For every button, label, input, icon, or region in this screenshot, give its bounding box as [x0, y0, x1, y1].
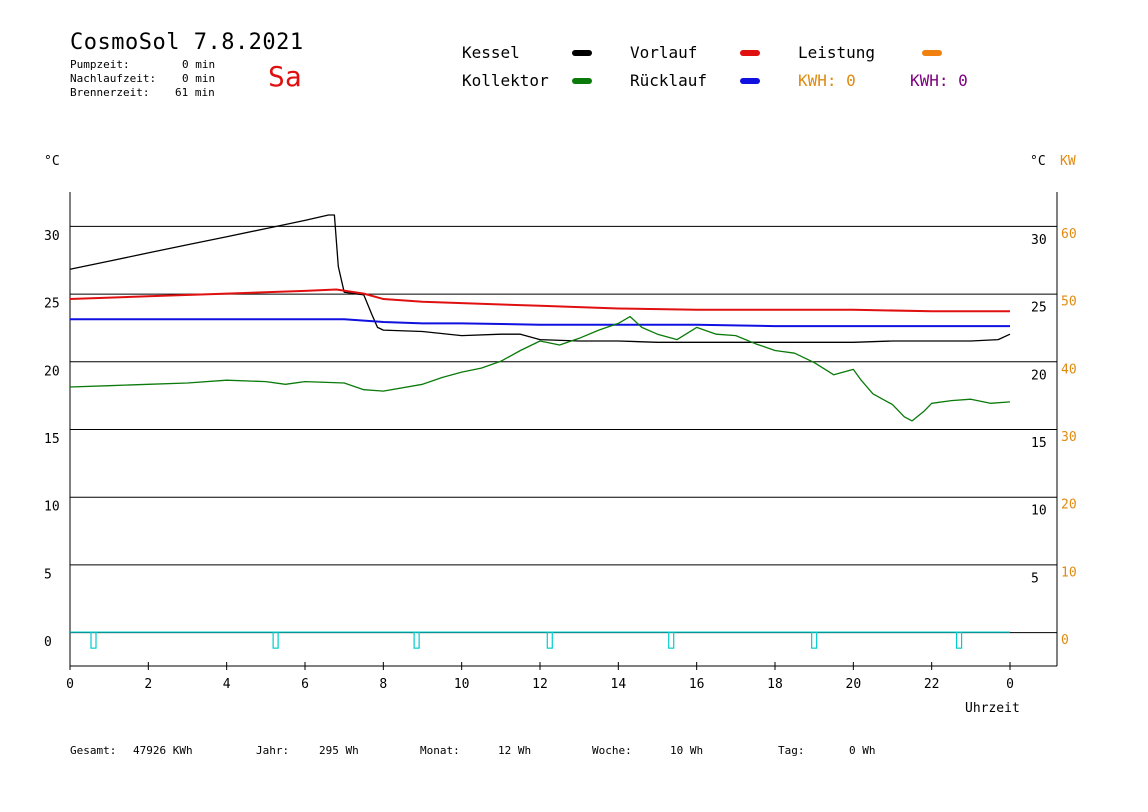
stat-value-nachlaufzeit: 0 min	[182, 72, 216, 85]
stat-value-brennerzeit: 61 min	[175, 86, 215, 99]
footer-tag-value: 0 Wh	[849, 744, 876, 757]
x-axis-label: Uhrzeit	[965, 701, 1020, 716]
x-tick-label: 16	[689, 677, 705, 692]
footer-jahr-label: Jahr:	[256, 744, 290, 757]
footer-monat-label: Monat:	[420, 744, 460, 757]
legend-swatch-kollektor	[572, 78, 592, 84]
x-tick-label: 12	[532, 677, 548, 692]
y-right2-unit: KW	[1060, 154, 1076, 169]
footer-jahr-value: 295 Wh	[319, 744, 359, 757]
x-tick-label: 4	[223, 677, 231, 692]
legend-swatch-leistung	[922, 50, 942, 56]
x-tick-label: 0	[1006, 677, 1014, 692]
y-left-tick-label: 20	[44, 364, 60, 379]
stat-label-brennerzeit: Brennerzeit:	[70, 86, 150, 99]
x-tick-label: 20	[846, 677, 862, 692]
y-left-tick-label: 0	[44, 635, 52, 650]
y-right-tick-label: 30	[1031, 233, 1047, 248]
leistung-marker	[272, 631, 279, 649]
y-right-unit: °C	[1030, 154, 1046, 169]
y-right-tick-label: 5	[1031, 571, 1039, 586]
y-right-tick-label: 10	[1031, 504, 1047, 519]
x-tick-label: 0	[66, 677, 74, 692]
y-left-tick-label: 15	[44, 432, 60, 447]
leistung-marker	[90, 631, 97, 649]
y-right-tick-label: 20	[1031, 368, 1047, 383]
x-tick-label: 2	[144, 677, 152, 692]
series-line-kessel	[69, 214, 1011, 343]
footer-woche-label: Woche:	[592, 744, 632, 757]
x-tick-label: 18	[767, 677, 783, 692]
legend-swatch-kessel	[572, 50, 592, 56]
stat-value-pumpzeit: 0 min	[182, 58, 216, 71]
legend-swatch-vorlauf	[740, 50, 760, 56]
leistung-marker	[955, 631, 963, 649]
y-right2-tick-label: 50	[1061, 295, 1077, 310]
legend-label-kollektor: Kollektor	[462, 71, 549, 90]
x-tick-label: 14	[611, 677, 627, 692]
chart-title: CosmoSol 7.8.2021	[70, 30, 304, 55]
y-right2-tick-label: 60	[1061, 227, 1077, 242]
y-right2-tick-label: 30	[1061, 430, 1077, 445]
y-right-tick-label: 15	[1031, 436, 1047, 451]
y-left-tick-label: 5	[44, 567, 52, 582]
series-line-kollektor	[69, 315, 1011, 422]
legend-label-kessel: Kessel	[462, 43, 520, 62]
legend-label-leistung: Leistung	[798, 43, 876, 62]
footer-gesamt-value: 47926 KWh	[133, 744, 193, 757]
y-right2-tick-label: 40	[1061, 362, 1077, 377]
footer-tag-label: Tag:	[778, 744, 805, 757]
legend-label-vorlauf: Vorlauf	[630, 43, 698, 62]
y-right2-tick-label: 10	[1061, 565, 1077, 580]
leistung-marker	[668, 631, 675, 649]
weekday-label: Sa	[268, 60, 302, 93]
x-tick-label: 6	[301, 677, 309, 692]
series-line-vorlauf	[69, 288, 1010, 313]
y-right2-tick-label: 20	[1061, 498, 1077, 513]
legend-swatch-ruecklauf	[740, 78, 760, 84]
legend-kwh-purple: KWH: 0	[910, 71, 968, 90]
y-left-tick-label: 10	[44, 500, 60, 515]
leistung-marker	[811, 631, 818, 649]
footer-woche-value: 10 Wh	[670, 744, 704, 757]
y-left-tick-label: 25	[44, 297, 60, 312]
leistung-marker	[546, 631, 553, 649]
y-left-unit: °C	[44, 154, 60, 169]
x-tick-label: 10	[454, 677, 470, 692]
series-line-rücklauf	[70, 318, 1010, 328]
y-right-tick-label: 25	[1031, 301, 1047, 316]
footer-monat-value: 12 Wh	[498, 744, 532, 757]
y-right2-tick-label: 0	[1061, 633, 1069, 648]
series-layer	[69, 214, 1011, 649]
x-tick-label: 22	[924, 677, 940, 692]
footer-gesamt-label: Gesamt:	[70, 744, 117, 757]
stat-label-pumpzeit: Pumpzeit:	[70, 58, 130, 71]
grid-layer	[69, 192, 1058, 667]
legend-kwh-orange: KWH: 0	[798, 71, 856, 90]
stat-label-nachlaufzeit: Nachlaufzeit:	[70, 72, 157, 85]
legend-label-ruecklauf: Rücklauf	[630, 71, 708, 90]
y-left-tick-label: 30	[44, 229, 60, 244]
leistung-marker	[413, 631, 420, 649]
x-tick-label: 8	[379, 677, 387, 692]
